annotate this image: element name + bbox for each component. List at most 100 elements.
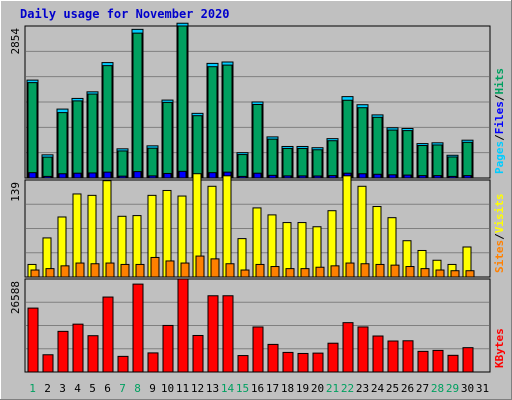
bar-files-day-6: [102, 65, 113, 179]
legend-entry: /: [493, 233, 506, 240]
x-tick-label-day-29: 29: [446, 382, 459, 395]
bar-pages-day-27: [418, 175, 427, 179]
legend-pages-files-hits: Pages/Files/Hits: [493, 68, 506, 174]
legend-entry: /: [493, 134, 506, 141]
bar-files-day-30: [462, 141, 473, 179]
y-axis-max-label: 26588: [9, 281, 22, 314]
bar-kbytes-day-25: [387, 340, 399, 373]
bar-sites-day-13: [210, 258, 220, 278]
legend-visits-sites: Sites/Visits: [493, 194, 506, 274]
legend-entry: /: [493, 94, 506, 101]
bar-sites-day-16: [255, 263, 265, 278]
bar-kbytes-day-22: [342, 322, 354, 373]
bar-pages-day-9: [148, 175, 157, 179]
bar-sites-day-24: [375, 263, 385, 278]
bar-pages-day-17: [268, 174, 277, 179]
bar-files-day-27: [417, 145, 428, 179]
x-tick-label-day-8: 8: [134, 382, 141, 395]
bar-files-day-15: [237, 154, 248, 179]
bar-kbytes-day-6: [102, 296, 114, 373]
legend-entry: Files: [493, 101, 506, 134]
bar-files-day-25: [387, 129, 398, 179]
panel-visits-sites: 139 Sites/Visits: [9, 173, 506, 278]
x-tick-label-day-28: 28: [431, 382, 444, 395]
bar-files-day-11: [177, 25, 188, 179]
legend-entry: Sites: [493, 240, 506, 273]
y-axis-max-label: 139: [9, 182, 22, 202]
x-tick-label-day-3: 3: [59, 382, 66, 395]
bar-sites-day-23: [360, 263, 370, 278]
bar-visits-day-22: [342, 175, 352, 278]
bar-sites-day-11: [180, 262, 190, 278]
bar-pages-day-21: [328, 175, 337, 179]
bar-kbytes-day-24: [372, 335, 384, 373]
bar-sites-day-22: [345, 262, 355, 278]
bar-sites-day-4: [75, 262, 85, 278]
y-axis-max-label: 2854: [9, 28, 22, 55]
bar-sites-day-26: [405, 266, 415, 278]
bar-kbytes-day-8: [132, 283, 144, 373]
bar-pages-day-8: [133, 171, 142, 179]
bar-pages-day-16: [253, 172, 262, 179]
bar-visits-day-14: [222, 175, 232, 278]
bar-sites-day-18: [285, 268, 295, 278]
bar-kbytes-day-2: [42, 354, 54, 373]
x-tick-label-day-7: 7: [119, 382, 126, 395]
bar-pages-day-11: [178, 170, 187, 179]
bar-kbytes-day-4: [72, 323, 84, 373]
bar-files-day-7: [117, 150, 128, 179]
bar-sites-day-19: [300, 268, 310, 278]
legend-entry: Pages: [493, 141, 506, 174]
bar-sites-day-21: [330, 265, 340, 278]
bar-sites-day-30: [465, 270, 475, 278]
bar-kbytes-day-3: [57, 330, 69, 373]
bar-files-day-23: [357, 107, 368, 179]
bar-kbytes-day-11: [177, 278, 189, 373]
bar-sites-day-1: [30, 269, 40, 278]
bar-files-day-3: [57, 112, 68, 179]
x-tick-label-day-10: 10: [161, 382, 174, 395]
bar-pages-day-20: [313, 175, 322, 179]
bar-sites-day-29: [450, 270, 460, 278]
bar-files-day-28: [432, 144, 443, 179]
bar-files-day-2: [42, 156, 53, 179]
x-tick-label-day-2: 2: [44, 382, 51, 395]
bar-pages-day-5: [88, 172, 97, 179]
bar-pages-day-1: [28, 172, 37, 179]
bar-sites-day-7: [120, 263, 130, 278]
bar-pages-day-15: [238, 175, 247, 179]
bar-kbytes-day-14: [222, 295, 234, 373]
bar-pages-day-18: [283, 175, 292, 179]
x-tick-label-day-24: 24: [371, 382, 385, 395]
x-tick-label-day-14: 14: [221, 382, 235, 395]
bar-sites-day-15: [240, 269, 250, 278]
bar-kbytes-day-7: [117, 355, 129, 373]
bar-sites-day-3: [60, 265, 70, 278]
bar-files-day-20: [312, 149, 323, 179]
x-tick-label-day-20: 20: [311, 382, 324, 395]
bar-pages-day-7: [118, 175, 127, 179]
x-tick-label-day-25: 25: [386, 382, 399, 395]
bar-files-day-14: [222, 64, 233, 179]
x-tick-label-day-4: 4: [74, 382, 81, 395]
bar-files-day-13: [207, 66, 218, 179]
x-tick-label-day-17: 17: [266, 382, 279, 395]
bar-kbytes-day-23: [357, 326, 369, 373]
bar-pages-day-2: [43, 175, 52, 179]
bar-pages-day-19: [298, 175, 307, 179]
bar-kbytes-day-20: [312, 352, 324, 373]
bar-pages-day-6: [103, 171, 112, 179]
x-tick-label-day-23: 23: [356, 382, 369, 395]
bar-files-day-19: [297, 147, 308, 179]
bar-sites-day-5: [90, 263, 100, 278]
bar-files-day-29: [447, 156, 458, 179]
bar-kbytes-day-30: [462, 347, 474, 373]
bar-kbytes-day-12: [192, 334, 204, 373]
bar-sites-day-17: [270, 266, 280, 278]
bar-sites-day-6: [105, 262, 115, 278]
legend-entry: Visits: [493, 194, 506, 234]
bar-files-day-21: [327, 140, 338, 179]
legend-entry: KBytes: [493, 328, 506, 368]
bar-files-day-22: [342, 99, 353, 179]
